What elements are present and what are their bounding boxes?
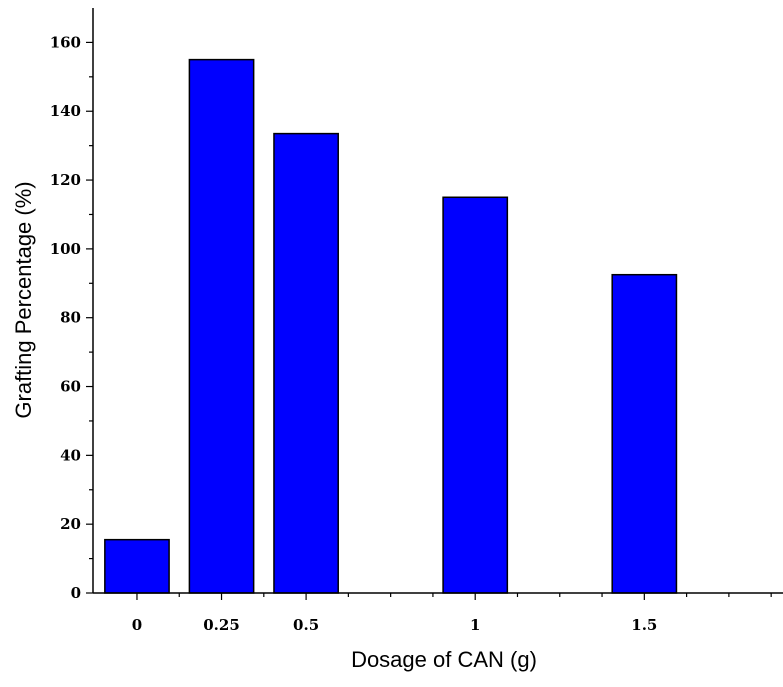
y-tick-label: 100: [50, 240, 81, 258]
x-tick-label: 1: [470, 616, 480, 634]
y-axis-title: Grafting Percentage (%): [11, 181, 36, 418]
bar-4: [611, 273, 678, 594]
y-tick-label: 20: [60, 515, 81, 533]
y-tick-label: 40: [60, 446, 81, 464]
bars-group: [104, 58, 678, 594]
y-tick-label: 120: [50, 171, 81, 189]
bar-0: [104, 538, 170, 594]
axes-group: [92, 8, 783, 594]
x-tick-label: 1.5: [631, 616, 657, 634]
y-tick-label: 160: [50, 33, 81, 51]
bar-3: [442, 196, 509, 594]
y-tick-label: 0: [71, 584, 81, 602]
y-ticks-group: 0 20 40 60 80 100 120 140 160: [50, 33, 93, 602]
x-ticks-group: 0 0.25 0.5 1 1.5: [132, 593, 772, 634]
x-tick-label: 0: [132, 616, 142, 634]
y-tick-label: 80: [60, 309, 81, 327]
bar-2: [273, 132, 339, 594]
x-axis-title: Dosage of CAN (g): [351, 647, 537, 672]
x-tick-label: 0.25: [203, 616, 240, 634]
bar-1: [188, 58, 255, 594]
y-tick-label: 140: [50, 102, 81, 120]
x-tick-label: 0.5: [293, 616, 319, 634]
y-tick-label: 60: [60, 378, 81, 396]
